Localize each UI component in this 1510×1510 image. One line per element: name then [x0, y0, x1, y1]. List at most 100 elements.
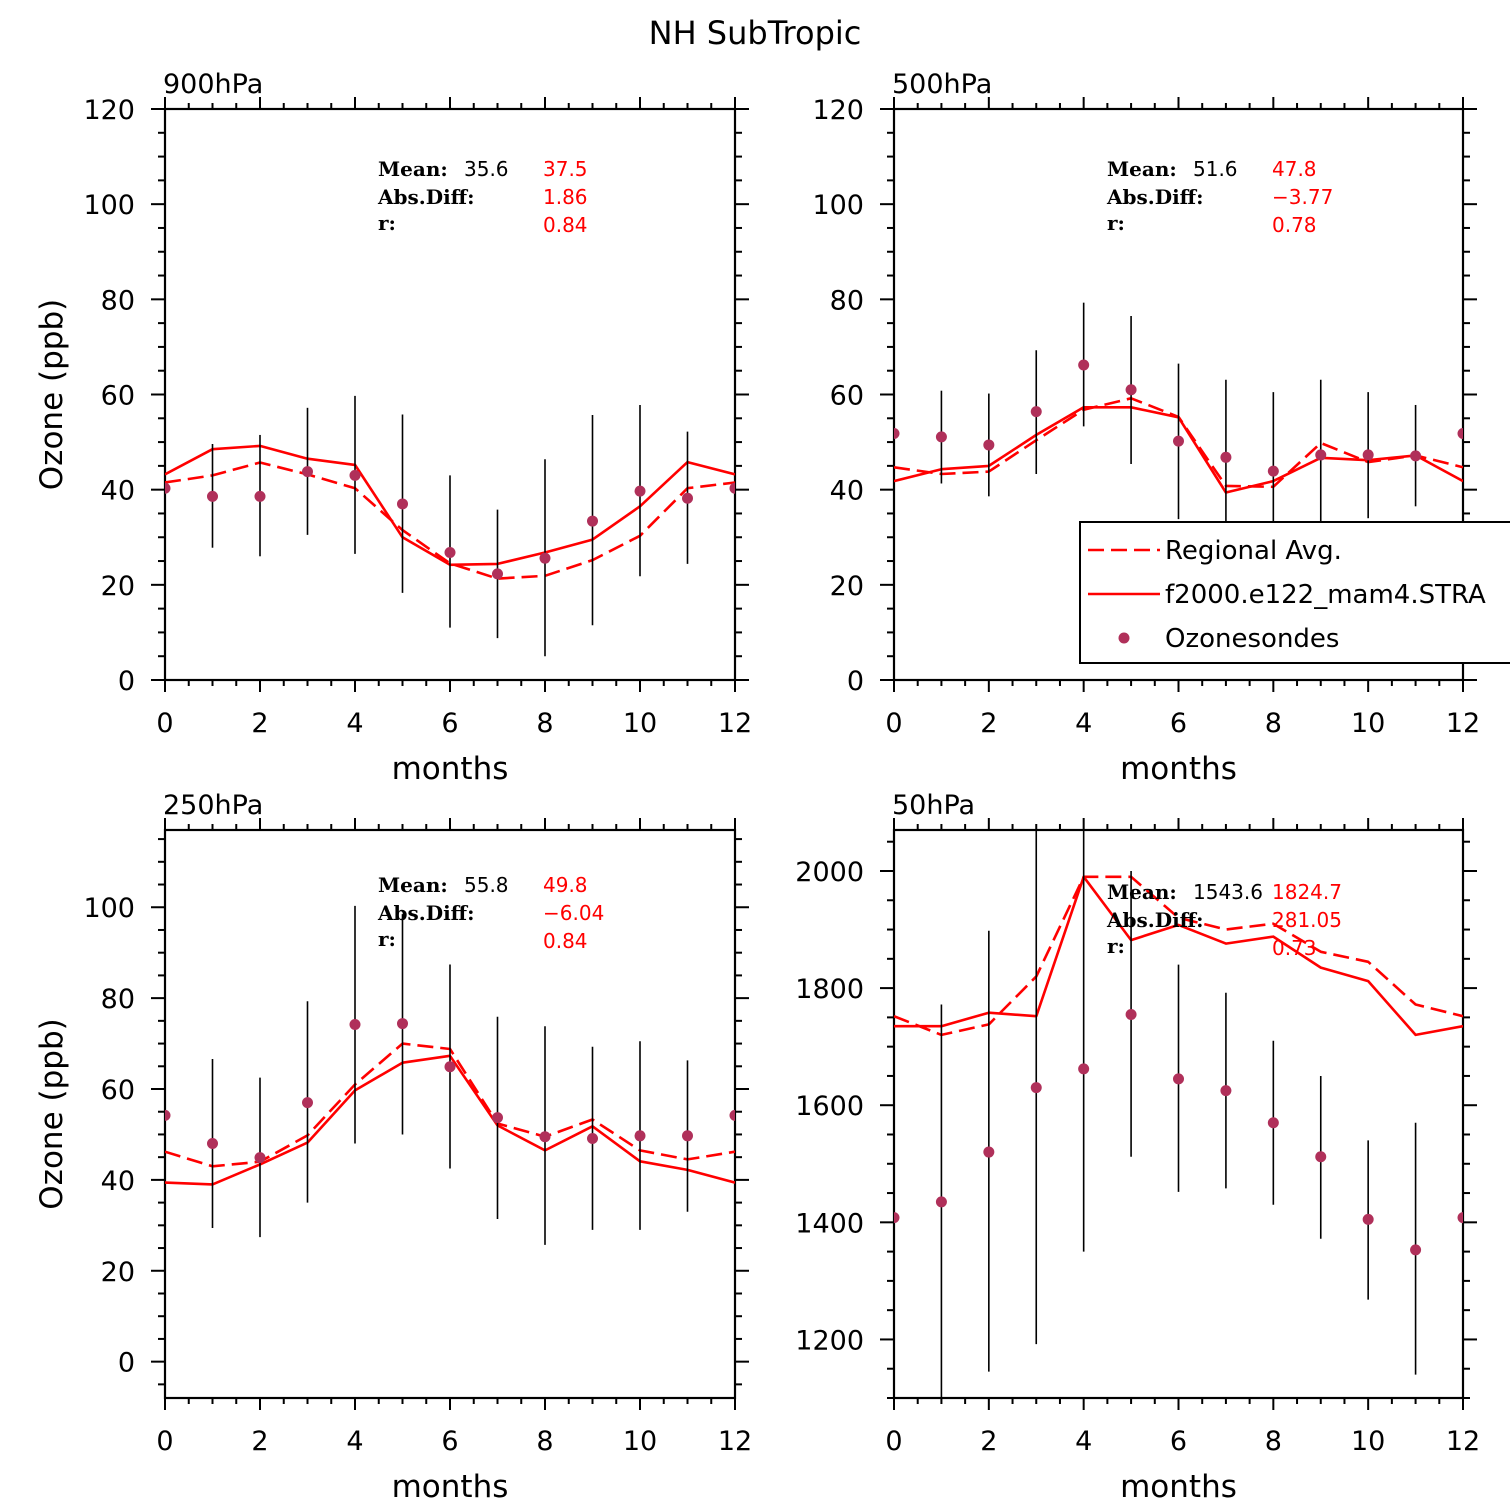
stats-mean-label: Mean:	[378, 873, 448, 897]
x-tick-label: 12	[718, 1426, 752, 1457]
y-tick-label: 1400	[795, 1208, 864, 1239]
obs-point	[302, 466, 313, 478]
stats-absdiff-label: Abs.Diff:	[377, 901, 474, 925]
obs-point	[983, 1146, 995, 1158]
y-tick-label: 1800	[795, 974, 864, 1005]
stats-box: Mean: 35.6 37.5 Abs.Diff: 1.86 r: 0.84	[377, 157, 588, 237]
stats-mean-model: 37.5	[543, 157, 588, 181]
y-tick-label: 20	[101, 1257, 135, 1288]
x-tick-label: 12	[718, 708, 752, 739]
y-tick-label: 0	[118, 1348, 135, 1379]
plot-area	[165, 395, 735, 657]
y-tick-label: 80	[101, 285, 135, 316]
panel-title: 250hPa	[163, 790, 263, 821]
stats-mean-model: 49.8	[543, 873, 588, 897]
x-tick-label: 8	[536, 708, 553, 739]
stats-mean-obs: 51.6	[1193, 157, 1238, 181]
obs-point	[1315, 449, 1327, 461]
obs-point	[634, 485, 646, 497]
y-tick-label: 100	[83, 190, 135, 221]
x-tick-label: 4	[1075, 708, 1092, 739]
obs-point	[894, 1212, 900, 1224]
x-tick-label: 4	[346, 1426, 363, 1457]
y-tick-label: 60	[101, 1075, 135, 1106]
panel-900hPa: 0 2 4 6 8 10 12 months 0 20 40 60 80 100 120 Ozone (ppb…	[34, 69, 752, 787]
stats-mean-label: Mean:	[1107, 157, 1177, 181]
x-tick-label: 6	[1170, 708, 1187, 739]
panel-title: 50hPa	[892, 790, 975, 821]
x-tick-label: 10	[623, 1426, 657, 1457]
y-tick-label: 40	[101, 476, 135, 507]
x-axis-label: months	[392, 751, 509, 787]
obs-point	[302, 1097, 313, 1109]
y-tick-label: 0	[847, 666, 864, 697]
x-tick-label: 2	[251, 708, 268, 739]
obs-point	[207, 1138, 218, 1150]
obs-point	[492, 1112, 503, 1124]
x-tick-label: 12	[1446, 1426, 1480, 1457]
x-axis-label: months	[1120, 1469, 1237, 1505]
x-tick-label: 8	[1265, 708, 1282, 739]
obs-point	[1457, 428, 1463, 440]
obs-point	[349, 469, 361, 481]
stats-r: 0.78	[1272, 213, 1317, 237]
obs-point	[1078, 1063, 1090, 1075]
stats-box: Mean: 1543.6 1824.7 Abs.Diff: 281.05 r: 0.73	[1106, 880, 1342, 960]
stats-r-label: r:	[378, 211, 396, 235]
x-tick-label: 10	[1351, 708, 1385, 739]
obs-point	[682, 1130, 693, 1142]
y-tick-label: 40	[101, 1166, 135, 1197]
plot-area	[894, 302, 1463, 551]
obs-point	[634, 1130, 646, 1142]
x-tick-label: 6	[441, 1426, 458, 1457]
obs-point	[397, 1018, 408, 1030]
obs-point	[1362, 449, 1374, 461]
obs-point	[444, 1061, 456, 1073]
stats-box: Mean: 55.8 49.8 Abs.Diff: −6.04 r: 0.84	[377, 873, 604, 953]
x-tick-label: 0	[885, 1426, 902, 1457]
obs-point	[587, 1133, 598, 1145]
x-tick-label: 4	[1075, 1426, 1092, 1457]
obs-point	[1030, 406, 1042, 418]
obs-point	[1267, 465, 1279, 477]
x-tick-label: 8	[1265, 1426, 1282, 1457]
obs-point	[729, 1109, 735, 1121]
obs-point	[539, 552, 551, 564]
stats-mean-label: Mean:	[378, 157, 448, 181]
obs-point	[254, 1152, 266, 1164]
y-tick-label: 2000	[795, 857, 864, 888]
x-tick-label: 2	[251, 1426, 268, 1457]
stats-absdiff: 281.05	[1272, 908, 1342, 932]
obs-point	[1410, 450, 1422, 462]
legend-box	[1079, 521, 1510, 664]
y-tick-label: 80	[830, 285, 864, 316]
y-tick-label: 120	[812, 95, 864, 126]
y-tick-label: 1600	[795, 1091, 864, 1122]
obs-point	[207, 490, 218, 502]
stats-absdiff-label: Abs.Diff:	[1106, 185, 1203, 209]
obs-point	[254, 490, 266, 502]
y-axis-label: Ozone (ppb)	[34, 299, 70, 490]
stats-mean-label: Mean:	[1107, 880, 1177, 904]
x-tick-label: 6	[441, 708, 458, 739]
stats-r: 0.84	[543, 929, 588, 953]
x-tick-label: 10	[1351, 1426, 1385, 1457]
obs-point	[1173, 435, 1184, 447]
y-tick-label: 100	[812, 190, 864, 221]
x-tick-label: 10	[623, 708, 657, 739]
stats-r-label: r:	[378, 927, 396, 951]
x-tick-label: 4	[346, 708, 363, 739]
stats-mean-obs: 55.8	[464, 873, 509, 897]
obs-point	[1315, 1151, 1327, 1163]
y-tick-label: 20	[830, 571, 864, 602]
figure-title: NH SubTropic	[649, 14, 862, 52]
obs-point	[729, 482, 735, 494]
x-axis-label: months	[1120, 751, 1237, 787]
stats-box: Mean: 51.6 47.8 Abs.Diff: −3.77 r: 0.78	[1106, 157, 1333, 237]
stats-mean-model: 1824.7	[1272, 880, 1342, 904]
legend-label: Regional Avg.	[1165, 536, 1342, 566]
x-tick-label: 12	[1446, 708, 1480, 739]
obs-point	[1078, 359, 1090, 371]
stats-absdiff-label: Abs.Diff:	[377, 185, 474, 209]
